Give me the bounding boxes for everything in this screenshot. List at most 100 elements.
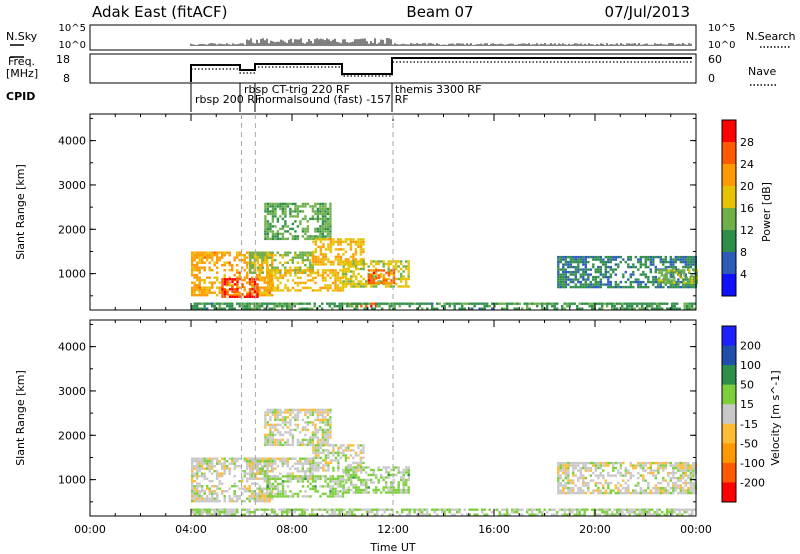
- power-pixel: [196, 286, 199, 289]
- velocity-pixel: [649, 491, 652, 495]
- power-pixel: [216, 254, 219, 257]
- power-pixel: [385, 281, 388, 285]
- power-pixel: [663, 269, 666, 272]
- power-pixel: [567, 265, 570, 269]
- velocity-pixel: [617, 471, 620, 475]
- velocity-pixel: [281, 492, 285, 496]
- velocity-pixel: [518, 508, 521, 511]
- power-pixel: [211, 284, 214, 287]
- velocity-pixel: [321, 492, 325, 496]
- power-pixel: [213, 307, 216, 310]
- velocity-pixel: [251, 497, 254, 500]
- velocity-pixel: [622, 461, 625, 465]
- velocity-pixel: [407, 468, 410, 472]
- velocity-pixel: [334, 444, 338, 447]
- velocity-pixel: [568, 511, 571, 514]
- velocity-pixel: [567, 476, 570, 480]
- velocity-pixel: [216, 513, 219, 516]
- velocity-pixel: [639, 461, 642, 465]
- power-pixel: [407, 275, 410, 278]
- power-pixel: [385, 277, 388, 281]
- power-pixel: [674, 280, 677, 284]
- power-pixel: [682, 285, 685, 289]
- velocity-pixel: [352, 456, 355, 460]
- velocity-pixel: [592, 461, 595, 465]
- velocity-pixel: [674, 461, 677, 465]
- velocity-pixel: [223, 457, 226, 460]
- velocity-pixel: [269, 477, 272, 481]
- velocity-pixel: [587, 466, 590, 470]
- velocity-pixel: [329, 492, 332, 496]
- velocity-pixel: [591, 508, 594, 511]
- velocity-pixel: [226, 460, 229, 463]
- power-pixel: [621, 302, 624, 305]
- power-pixel: [283, 305, 286, 308]
- power-pixel: [651, 305, 654, 308]
- power-pixel: [326, 232, 330, 236]
- velocity-pixel: [631, 508, 634, 511]
- power-pixel: [289, 251, 292, 254]
- velocity-pixel: [599, 466, 602, 470]
- power-pixel: [304, 251, 307, 254]
- velocity-pixel: [281, 513, 284, 516]
- power-pixel: [281, 217, 285, 221]
- velocity-pixel: [274, 477, 277, 481]
- velocity-pixel: [279, 441, 282, 444]
- power-pixel: [572, 273, 575, 276]
- velocity-pixel: [233, 495, 236, 498]
- power-pixel: [451, 302, 454, 305]
- velocity-pixel: [193, 487, 196, 490]
- velocity-pixel: [397, 491, 400, 494]
- power-pixel: [193, 266, 196, 269]
- power-pixel: [644, 285, 647, 289]
- velocity-pixel: [602, 464, 605, 467]
- velocity-pixel: [604, 489, 607, 492]
- power-pixel: [271, 271, 274, 274]
- velocity-pixel: [347, 468, 350, 472]
- velocity-pixel: [203, 497, 206, 500]
- velocity-pixel: [498, 511, 501, 514]
- power-pixel: [632, 263, 635, 266]
- velocity-pixel: [604, 481, 607, 485]
- velocity-pixel: [579, 491, 582, 495]
- velocity-pixel: [628, 513, 631, 516]
- velocity-pixel: [308, 513, 311, 516]
- power-pixel: [321, 210, 325, 213]
- power-pixel: [236, 283, 239, 286]
- power-pixel: [269, 289, 272, 292]
- power-pixel: [283, 302, 286, 305]
- velocity-pixel: [483, 513, 486, 516]
- velocity-pixel: [213, 508, 216, 511]
- velocity-pixel: [659, 461, 662, 465]
- power-pixel: [319, 263, 323, 266]
- velocity-pixel: [567, 489, 570, 492]
- velocity-pixel: [395, 466, 398, 469]
- power-pixel: [370, 281, 373, 285]
- velocity-pixel: [248, 485, 251, 488]
- power-pixel: [375, 285, 378, 288]
- power-pixel: [306, 274, 310, 277]
- power-pixel: [208, 256, 211, 259]
- power-pixel: [261, 259, 264, 262]
- velocity-pixel: [206, 460, 209, 463]
- power-pixel: [316, 271, 320, 275]
- power-pixel: [226, 261, 229, 264]
- velocity-pixel: [611, 513, 614, 516]
- power-pixel: [304, 281, 307, 285]
- power-pixel: [667, 285, 670, 289]
- freq-label-line2: [MHz]: [6, 67, 38, 80]
- power-pixel: [584, 280, 587, 284]
- power-pixel: [326, 286, 330, 290]
- power-pixel: [597, 268, 600, 271]
- colorbar-tick-label: 200: [740, 340, 761, 353]
- power-pixel: [321, 276, 325, 280]
- power-pixel: [329, 232, 332, 236]
- velocity-pixel: [336, 482, 340, 486]
- power-pixel: [266, 259, 269, 262]
- velocity-pixel: [334, 459, 338, 462]
- velocity-pixel: [682, 476, 685, 480]
- velocity-pixel: [362, 456, 365, 460]
- velocity-pixel: [355, 471, 358, 474]
- velocity-pixel: [317, 449, 320, 452]
- velocity-pixel: [191, 492, 194, 495]
